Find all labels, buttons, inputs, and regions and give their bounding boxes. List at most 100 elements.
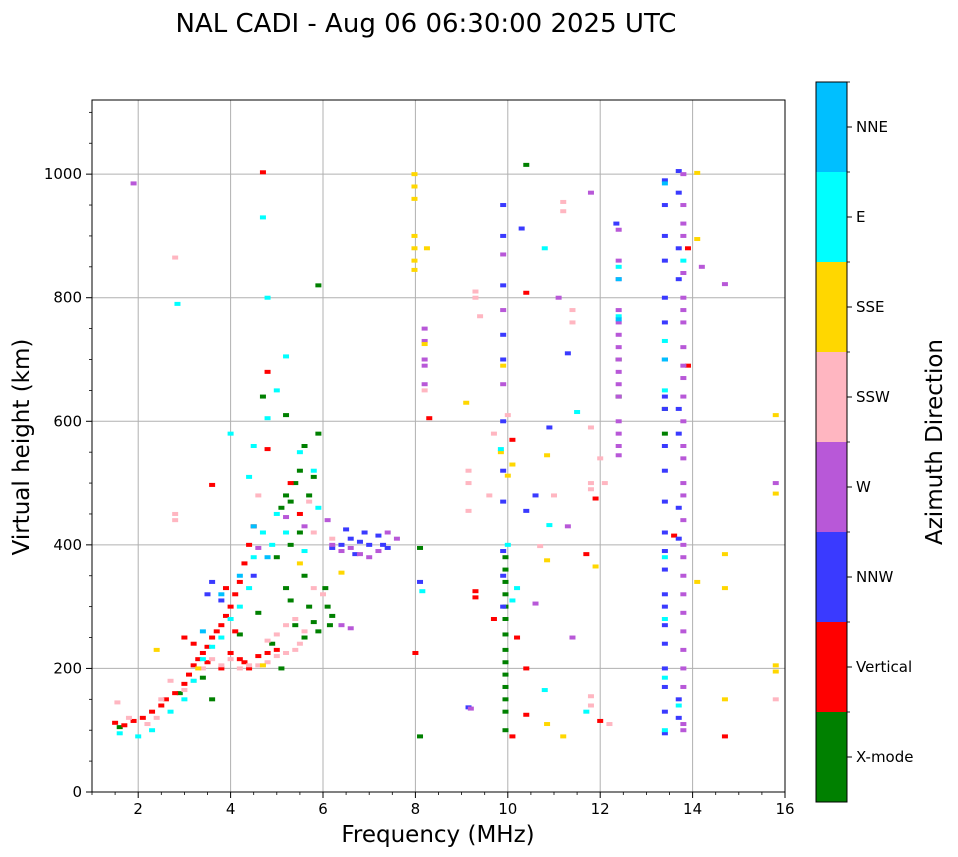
data-point-nnw: [250, 573, 257, 578]
data-point-w: [680, 444, 687, 448]
data-point-x-mode: [283, 493, 290, 498]
data-point-w: [680, 345, 687, 350]
data-point-x-mode: [502, 555, 509, 560]
data-point-w: [421, 363, 428, 368]
data-point-nnw: [500, 468, 507, 473]
data-point-vertical: [684, 363, 691, 368]
data-point-w: [329, 542, 336, 547]
data-point-nnw: [532, 493, 539, 498]
data-point-vertical: [721, 734, 728, 739]
data-point-sse: [296, 561, 303, 566]
data-point-sse: [500, 363, 507, 368]
data-point-nnw: [661, 258, 668, 263]
data-point-e: [419, 589, 426, 594]
data-point-vertical: [236, 579, 243, 584]
data-point-nnw: [518, 226, 525, 231]
data-point-sse: [338, 570, 345, 575]
data-point-vertical: [264, 369, 271, 374]
colorbar-segment: [816, 712, 847, 802]
data-point-x-mode: [199, 675, 206, 680]
data-point-ssw: [601, 481, 608, 486]
data-point-ssw: [477, 314, 484, 319]
data-point-e: [615, 314, 622, 319]
data-point-x-mode: [176, 691, 183, 696]
data-point-w: [680, 493, 687, 498]
data-point-sse: [411, 172, 418, 177]
plot-area: [92, 100, 785, 792]
data-point-w: [615, 320, 622, 325]
data-point-w: [615, 369, 622, 374]
data-point-e: [227, 431, 234, 436]
data-point-e: [583, 709, 590, 714]
data-point-sse: [772, 491, 779, 496]
data-point-e: [514, 586, 521, 591]
data-point-sse: [509, 462, 516, 467]
data-point-nnw: [380, 542, 387, 547]
data-point-ssw: [560, 209, 567, 214]
data-point-vertical: [287, 481, 294, 486]
colorbar-tick-label: NNW: [856, 568, 893, 586]
data-point-e: [546, 523, 553, 528]
y-tick-label: 200: [53, 659, 82, 677]
data-point-e: [264, 295, 271, 300]
chart-title: NAL CADI - Aug 06 06:30:00 2025 UTC: [176, 9, 677, 39]
data-point-x-mode: [502, 647, 509, 652]
data-point-ssw: [283, 623, 290, 628]
data-point-e: [273, 511, 280, 516]
data-point-sse: [721, 586, 728, 591]
data-point-e: [661, 617, 668, 621]
data-point-ssw: [587, 703, 594, 708]
data-point-vertical: [190, 663, 197, 668]
data-point-w: [615, 345, 622, 350]
data-point-w: [347, 545, 354, 550]
data-point-w: [421, 357, 428, 362]
data-point-nnw: [500, 203, 507, 208]
data-point-nnw: [675, 190, 682, 195]
data-point-nnw: [661, 604, 668, 609]
colorbar-tick-label: Vertical: [856, 658, 912, 676]
data-point-w: [680, 629, 687, 634]
data-point-ssw: [537, 544, 544, 549]
data-point-nnw: [613, 221, 620, 226]
data-point-sse: [504, 473, 511, 478]
data-point-w: [500, 382, 507, 387]
data-point-nnw: [500, 283, 507, 288]
data-point-w: [680, 542, 687, 547]
data-point-vertical: [684, 246, 691, 251]
colorbar-tick-label: E: [856, 208, 865, 226]
data-point-e: [269, 542, 276, 547]
data-point-x-mode: [273, 555, 280, 560]
data-point-w: [680, 555, 687, 560]
data-point-ssw: [606, 722, 613, 727]
data-point-nne: [661, 357, 668, 362]
data-point-nnw: [500, 549, 507, 554]
data-point-ssw: [551, 493, 557, 498]
data-point-sse: [694, 237, 701, 242]
data-point-nnw: [347, 536, 354, 541]
data-point-nnw: [500, 419, 507, 424]
data-point-w: [698, 264, 705, 269]
data-point-nnw: [675, 169, 682, 174]
data-point-vertical: [227, 650, 234, 655]
data-point-x-mode: [259, 394, 266, 399]
data-point-w: [680, 363, 687, 368]
data-point-w: [615, 308, 622, 313]
x-tick-label: 10: [498, 800, 517, 818]
data-point-x-mode: [324, 604, 331, 609]
data-point-nne: [218, 592, 225, 597]
data-point-x-mode: [301, 635, 308, 640]
data-point-ssw: [472, 289, 479, 294]
data-point-nnw: [343, 527, 350, 532]
data-point-vertical: [139, 715, 146, 720]
colorbar-tick-label: X-mode: [856, 748, 913, 766]
data-point-ssw: [465, 508, 472, 513]
data-point-e: [236, 604, 243, 609]
data-point-sse: [544, 722, 551, 727]
data-point-ssw: [167, 678, 174, 683]
data-point-x-mode: [502, 728, 509, 733]
data-point-x-mode: [301, 573, 308, 578]
data-point-ssw: [421, 388, 428, 393]
data-point-e: [209, 644, 216, 649]
data-point-w: [680, 419, 687, 424]
data-point-w: [680, 394, 687, 399]
